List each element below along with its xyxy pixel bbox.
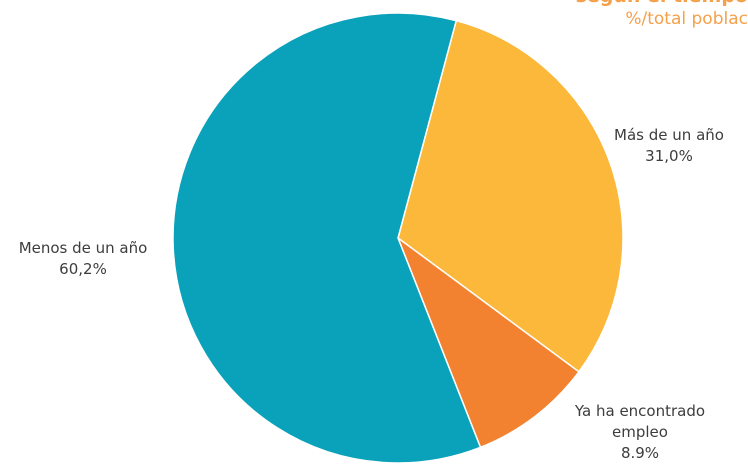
- pie-category-label-0: Más de un año: [614, 126, 724, 144]
- chart-title: según el tiempo: [576, 0, 748, 8]
- pie-label-1: Ya ha encontrado empleo 8.9%: [574, 402, 705, 462]
- pie-slices: [172, 12, 624, 464]
- pie-label-0: Más de un año 31,0%: [614, 126, 724, 165]
- pie-category-label-1: Ya ha encontrado: [574, 402, 705, 420]
- pie-slice-2: [172, 12, 482, 464]
- pie-value-label-0: 31,0%: [645, 147, 693, 165]
- pie-label-2: Menos de un año 60,2%: [19, 239, 148, 278]
- pie-category-label-2: Menos de un año: [19, 239, 148, 257]
- pie-slice-0: [397, 19, 624, 373]
- pie-labels: Más de un año 31,0% Ya ha encontrado empleo…: [19, 126, 724, 462]
- pie-slice-1: [396, 235, 580, 449]
- chart-subtitle: %/total poblac: [625, 9, 748, 29]
- chart-title-block: según el tiempo %/total poblac: [576, 0, 748, 30]
- pie-value-label-2: 60,2%: [59, 260, 107, 278]
- pie-category-label-1: empleo: [612, 423, 668, 441]
- pie-value-label-1: 8.9%: [621, 444, 659, 462]
